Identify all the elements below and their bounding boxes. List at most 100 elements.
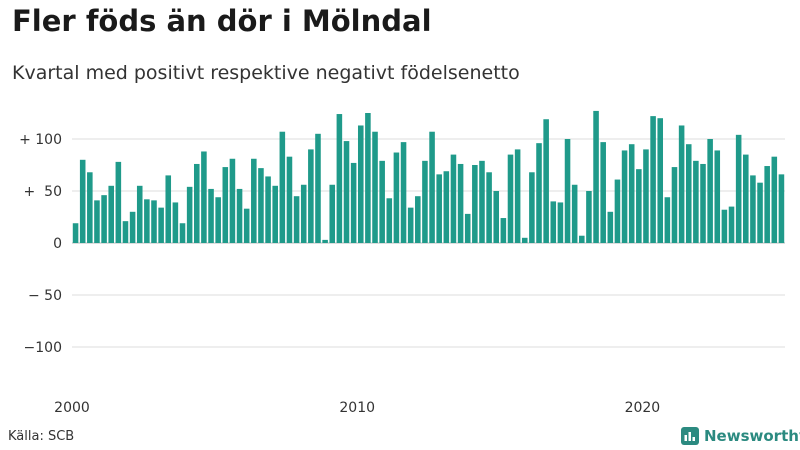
bar xyxy=(550,201,557,243)
bar xyxy=(379,160,385,243)
bar xyxy=(407,207,414,243)
bar xyxy=(685,144,692,243)
bar xyxy=(272,185,278,243)
bar xyxy=(628,144,635,243)
bar xyxy=(764,166,770,243)
y-tick-label: −100 xyxy=(24,340,62,356)
bar xyxy=(700,163,706,243)
bar xyxy=(201,151,207,243)
bar xyxy=(479,160,485,243)
x-tick-label: 2010 xyxy=(339,400,375,416)
bar xyxy=(329,184,336,243)
x-tick-label: 2000 xyxy=(54,400,90,416)
bar xyxy=(636,169,642,243)
x-tick-label: 2020 xyxy=(625,400,661,416)
bar xyxy=(293,196,300,243)
bar xyxy=(322,239,328,243)
bar xyxy=(115,161,122,243)
bar xyxy=(443,171,450,243)
bar xyxy=(108,185,114,243)
bar xyxy=(365,113,371,243)
bar xyxy=(122,221,129,243)
y-tick-label: 0 xyxy=(53,236,62,252)
y-tick-label: − 50 xyxy=(28,288,62,304)
bar xyxy=(614,179,621,243)
bar xyxy=(165,175,172,243)
newsworthy-logo-icon xyxy=(681,427,699,445)
bar xyxy=(129,211,136,243)
y-tick-label: + 50 xyxy=(24,184,62,200)
bar xyxy=(472,165,478,243)
bar xyxy=(521,237,528,243)
bar xyxy=(144,199,150,243)
bar xyxy=(771,156,778,243)
bar xyxy=(600,142,606,243)
newsworthy-logo[interactable]: Newsworthy xyxy=(681,427,800,445)
bar xyxy=(94,200,100,243)
bar xyxy=(336,114,343,243)
bar xyxy=(621,150,628,243)
bar xyxy=(529,172,535,243)
bar xyxy=(643,149,649,243)
source-note: Källa: SCB xyxy=(8,429,75,444)
bar xyxy=(186,186,193,243)
bar xyxy=(72,223,79,243)
bar xyxy=(500,218,507,243)
bar xyxy=(236,188,243,243)
bar-chart: + 100 + 50 0 − 50 −100 2000 2010 2020 xyxy=(19,110,785,416)
bar xyxy=(664,197,671,243)
bar xyxy=(507,154,514,243)
bar xyxy=(714,150,721,243)
bar xyxy=(315,133,321,243)
bar xyxy=(750,175,756,243)
bar xyxy=(657,118,664,243)
bar xyxy=(721,209,728,243)
bar xyxy=(243,208,250,243)
bar xyxy=(607,211,614,243)
bar xyxy=(493,191,500,243)
bar xyxy=(735,134,742,243)
bar xyxy=(486,172,492,243)
bar xyxy=(557,202,564,243)
chart-title: Fler föds än dör i Mölndal xyxy=(12,4,432,38)
bar xyxy=(172,202,179,243)
bar xyxy=(350,162,357,243)
bar xyxy=(436,174,442,243)
bar xyxy=(593,110,599,243)
bar xyxy=(393,152,400,243)
bar xyxy=(400,142,407,243)
bar xyxy=(158,207,164,243)
bar xyxy=(286,156,293,243)
bar xyxy=(308,149,314,243)
bar xyxy=(757,182,763,243)
bar xyxy=(179,223,186,243)
bar xyxy=(422,160,428,243)
bar xyxy=(357,125,364,243)
bar xyxy=(208,188,214,243)
bar xyxy=(136,185,143,243)
bar xyxy=(514,149,521,243)
bar xyxy=(536,143,542,243)
bar xyxy=(79,159,86,243)
bar xyxy=(457,163,464,243)
y-tick-label: + 100 xyxy=(19,132,62,148)
bar xyxy=(571,184,578,243)
bar xyxy=(229,158,236,243)
bar xyxy=(415,196,421,243)
bar xyxy=(543,119,549,243)
brand-name: Newsworthy xyxy=(704,427,800,445)
bar xyxy=(151,200,157,243)
bar xyxy=(279,131,286,243)
bar xyxy=(215,197,221,243)
bar xyxy=(650,116,656,243)
bar xyxy=(778,174,785,243)
bar xyxy=(258,168,264,243)
bar xyxy=(386,198,393,243)
bar xyxy=(728,206,735,243)
bar xyxy=(450,154,457,243)
bar xyxy=(743,154,749,243)
bar xyxy=(671,167,678,243)
bar xyxy=(222,167,229,243)
bar xyxy=(87,172,93,243)
bar xyxy=(251,158,257,243)
